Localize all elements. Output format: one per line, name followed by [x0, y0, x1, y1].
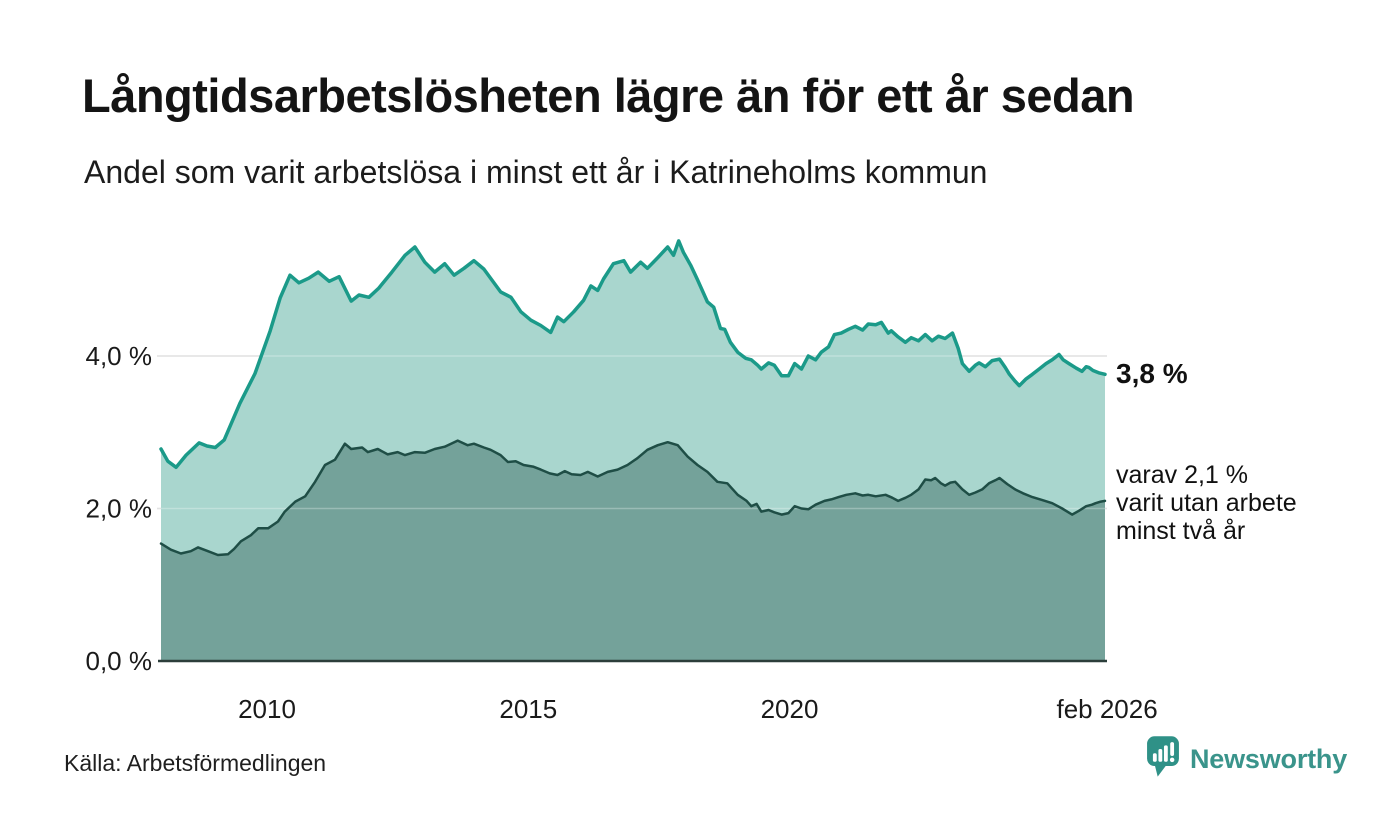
- chart-subtitle: Andel som varit arbetslösa i minst ett å…: [84, 154, 988, 190]
- logo-bar-2: [1158, 749, 1163, 762]
- annotation-line: minst två år: [1116, 517, 1246, 545]
- y-tick-label: 0,0 %: [86, 646, 153, 676]
- line-unemployed-one-year: [159, 239, 1107, 470]
- x-tick-label: 2015: [499, 694, 557, 724]
- brand-name: Newsworthy: [1190, 744, 1348, 774]
- two-year-annotation: varav 2,1 % varit utan arbete minst två …: [1116, 461, 1297, 545]
- gridlines-over: [157, 355, 1107, 510]
- y-tick-label: 2,0 %: [86, 494, 153, 524]
- logo-bar-1: [1152, 753, 1157, 762]
- x-axis-labels: 2010 2015 2020 feb 2026: [238, 694, 1158, 724]
- chart-title: Långtidsarbetslösheten lägre än för ett …: [82, 69, 1135, 122]
- logo-bar-3: [1163, 745, 1168, 762]
- line-unemployed-two-years: [159, 439, 1107, 557]
- x-tick-label: 2020: [761, 694, 819, 724]
- y-axis-labels: 0,0 % 2,0 % 4,0 %: [86, 341, 153, 676]
- x-tick-label: 2010: [238, 694, 296, 724]
- newsworthy-logo: Newsworthy: [1146, 735, 1347, 779]
- logo-exclamation-bar: [1170, 742, 1175, 756]
- newsworthy-pin-icon: [1147, 736, 1179, 777]
- y-tick-label: 4,0 %: [86, 341, 153, 371]
- latest-value-label: 3,8 %: [1116, 358, 1188, 389]
- logo-exclamation-dot: [1169, 757, 1175, 763]
- annotation-line: varav 2,1 %: [1116, 461, 1249, 489]
- annotation-line: varit utan arbete: [1116, 489, 1297, 517]
- x-tick-label: feb 2026: [1056, 694, 1157, 724]
- source-attribution: Källa: Arbetsförmedlingen: [64, 750, 327, 776]
